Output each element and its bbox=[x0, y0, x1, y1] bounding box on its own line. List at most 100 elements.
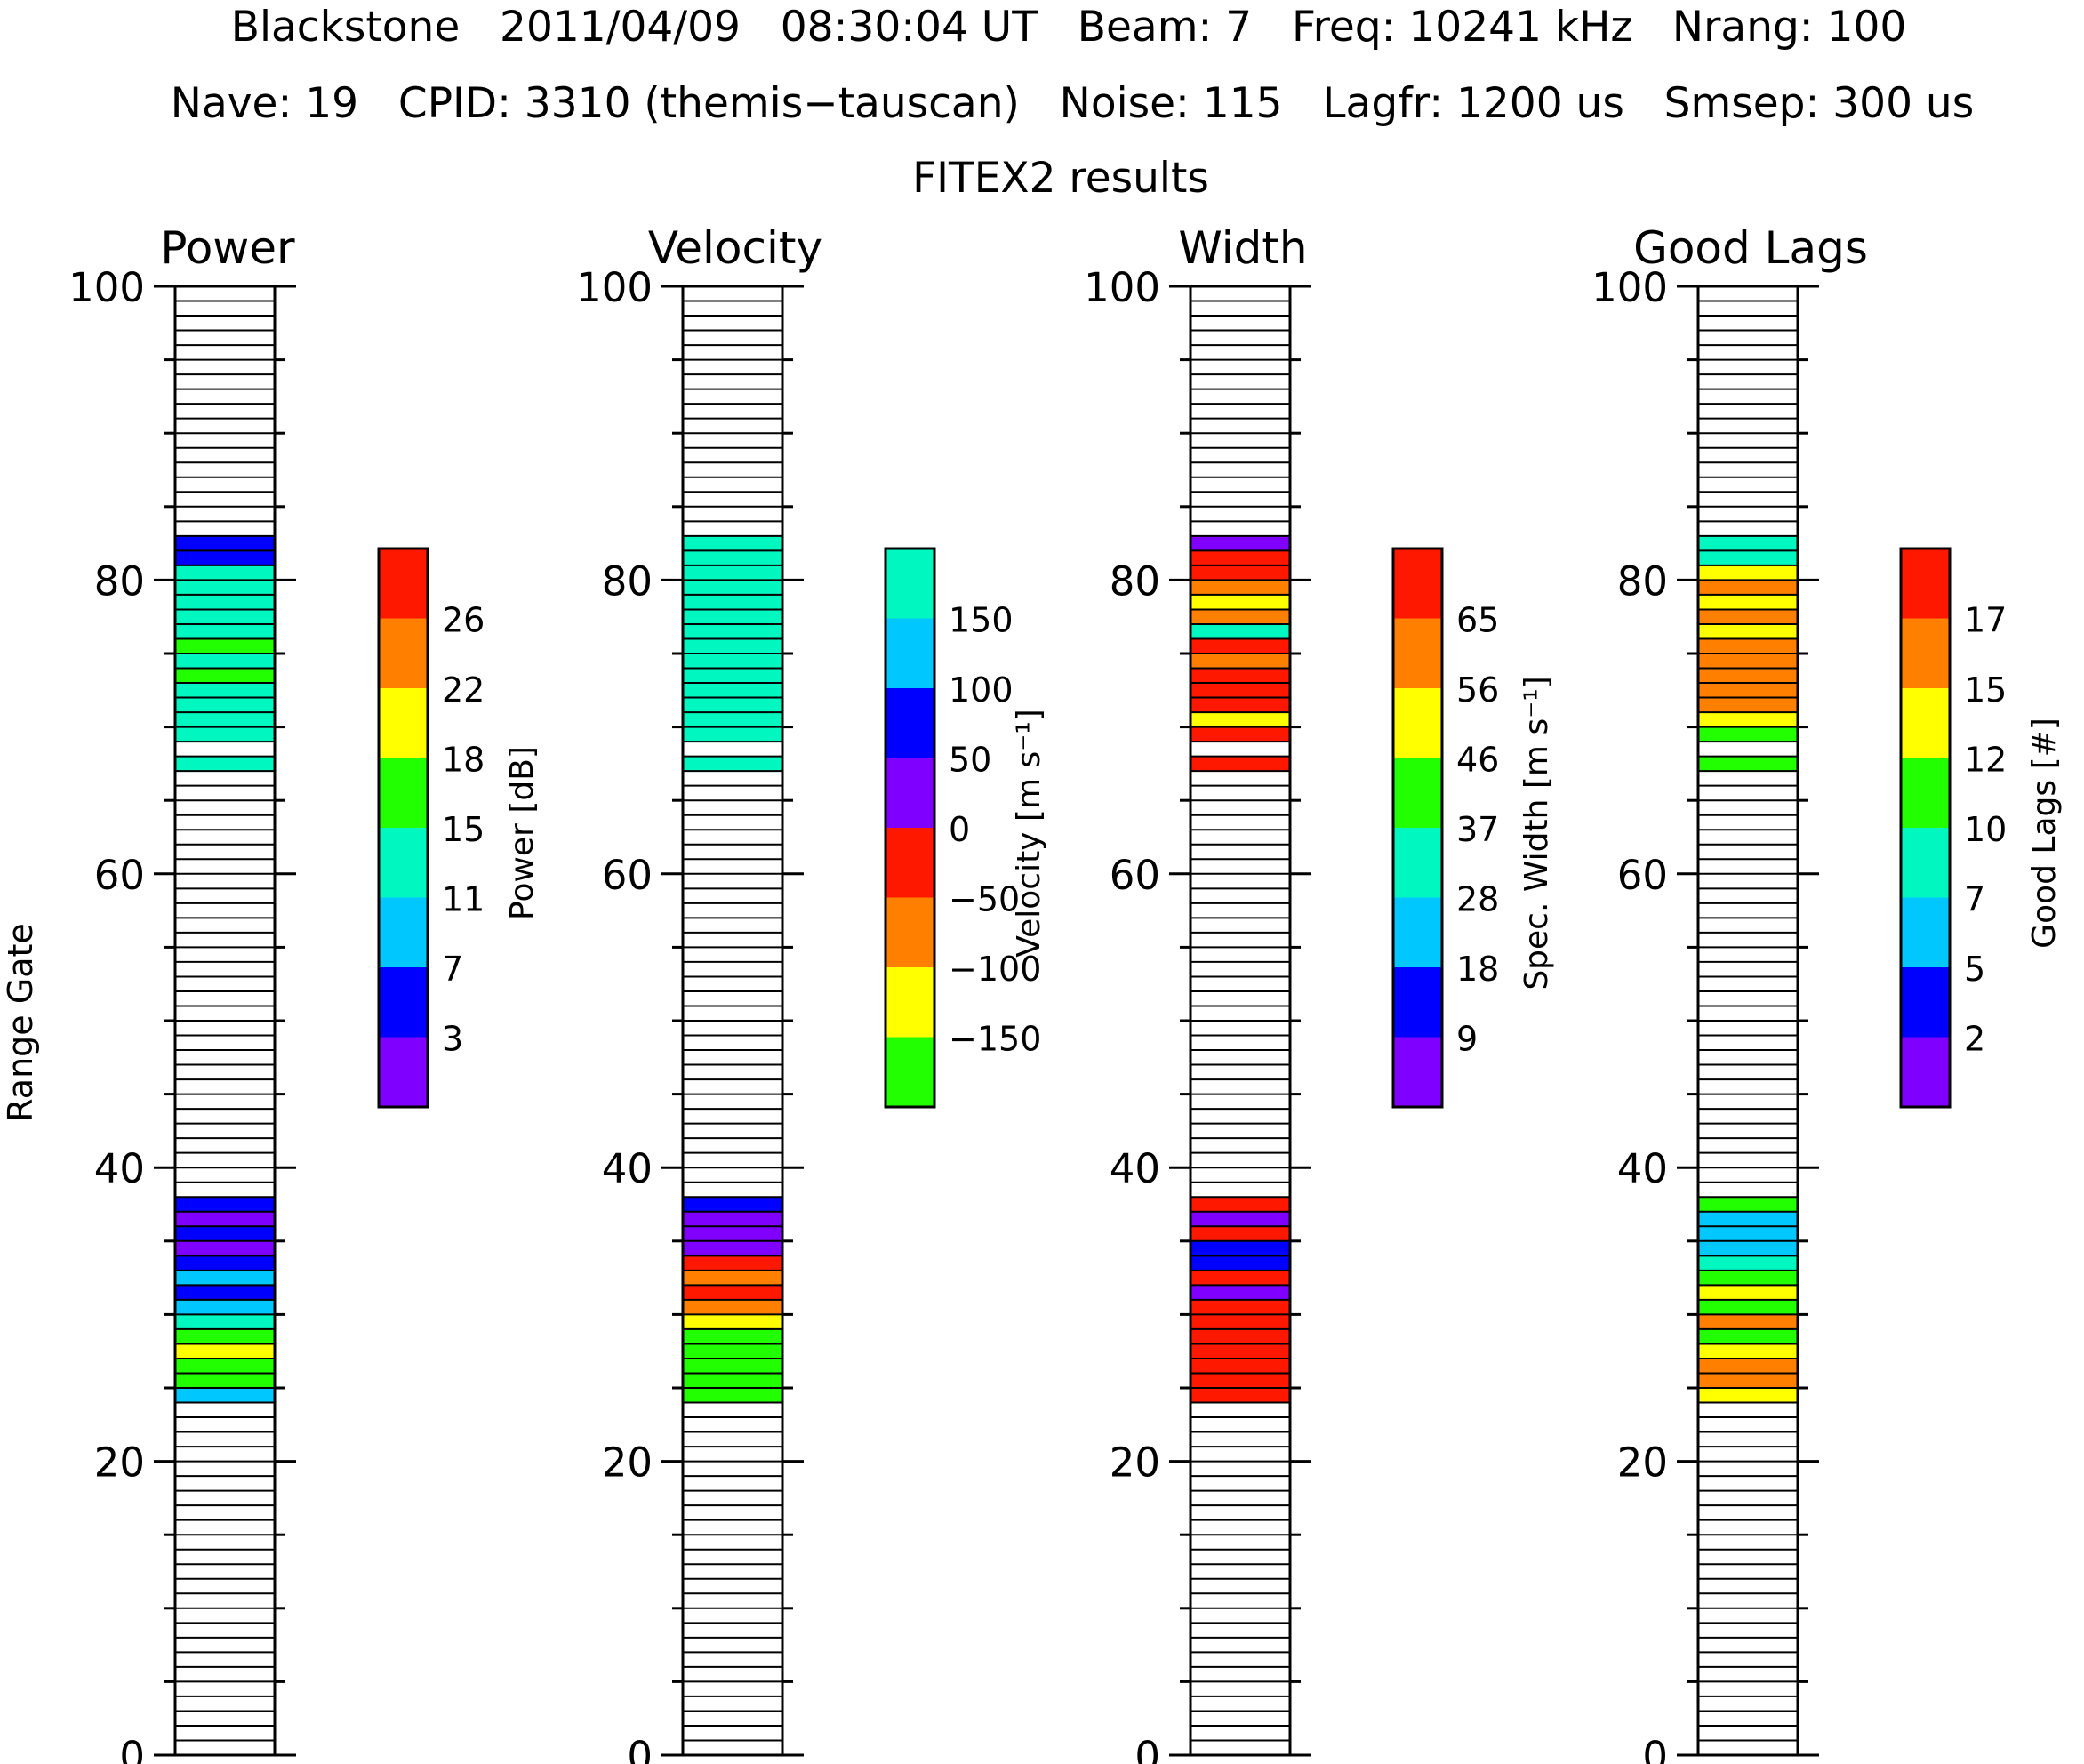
gate-cell bbox=[683, 1255, 782, 1271]
colorbar-segment bbox=[1393, 549, 1442, 619]
y-tick-label: 40 bbox=[1110, 1145, 1160, 1192]
gate-cell bbox=[1190, 535, 1290, 551]
gate-cell bbox=[175, 1255, 275, 1271]
gate-cell bbox=[1698, 638, 1798, 653]
colorbar-segment bbox=[379, 618, 428, 688]
y-tick-label: 60 bbox=[1617, 852, 1668, 899]
colorbar-segment bbox=[886, 1037, 934, 1107]
y-tick-label: 40 bbox=[602, 1145, 653, 1192]
gate-cell bbox=[1190, 638, 1290, 653]
gate-cell bbox=[175, 1240, 275, 1256]
gate-cell bbox=[175, 653, 275, 669]
gate-cell bbox=[175, 565, 275, 581]
colorbar-segment bbox=[886, 549, 934, 619]
gate-cell bbox=[683, 653, 782, 669]
gate-cell bbox=[175, 1299, 275, 1315]
gate-cell bbox=[683, 1211, 782, 1227]
colorbar-tick-label: 26 bbox=[442, 601, 485, 640]
header-line-2: Nave: 19 CPID: 3310 (themis−tauscan) Noi… bbox=[171, 79, 1974, 128]
gate-cell bbox=[683, 565, 782, 581]
gate-cell bbox=[175, 623, 275, 639]
y-axis-label: Range Gate bbox=[1, 923, 40, 1122]
gate-cell bbox=[1190, 1211, 1290, 1227]
gate-cell bbox=[1698, 1314, 1798, 1329]
gate-cell bbox=[1698, 535, 1798, 551]
gate-cell bbox=[1698, 1226, 1798, 1241]
colorbar-segment bbox=[886, 618, 934, 688]
gate-cell bbox=[1698, 653, 1798, 669]
y-tick-label: 0 bbox=[1134, 1733, 1160, 1764]
gate-cell bbox=[1698, 1285, 1798, 1300]
gate-cell bbox=[683, 1388, 782, 1403]
y-tick-label: 0 bbox=[1642, 1733, 1668, 1764]
colorbar-frame bbox=[1899, 547, 1952, 1109]
gate-cell bbox=[1190, 565, 1290, 581]
gate-cell bbox=[175, 609, 275, 624]
gate-cell bbox=[1698, 1328, 1798, 1344]
y-tick-label: 80 bbox=[602, 557, 653, 605]
gate-cell bbox=[1190, 683, 1290, 698]
colorbar-tick-label: 17 bbox=[1964, 601, 2007, 640]
y-tick-label: 80 bbox=[1110, 557, 1160, 605]
colorbar-tick-label: 15 bbox=[1964, 670, 2007, 710]
colorbar-segment bbox=[886, 897, 934, 967]
gate-cell bbox=[683, 683, 782, 698]
colorbar-label: Good Lags [#] bbox=[2026, 718, 2063, 949]
y-tick-label: 0 bbox=[627, 1733, 653, 1764]
gate-cell bbox=[683, 726, 782, 742]
colorbar-segment bbox=[1901, 967, 1950, 1038]
gate-cell bbox=[175, 1328, 275, 1344]
gate-cell bbox=[1698, 1373, 1798, 1388]
colorbar-segment bbox=[379, 897, 428, 967]
gate-cell bbox=[683, 594, 782, 610]
gate-cell bbox=[1698, 1255, 1798, 1271]
colorbar-tick-label: 10 bbox=[1964, 810, 2007, 849]
y-tick-label: 60 bbox=[94, 852, 145, 899]
gate-cell bbox=[683, 535, 782, 551]
gate-cell bbox=[1698, 712, 1798, 727]
gate-cell bbox=[1698, 550, 1798, 565]
gate-cell bbox=[1698, 1358, 1798, 1374]
gate-cell bbox=[1190, 1314, 1290, 1329]
y-tick-label: 100 bbox=[576, 264, 653, 311]
gate-cell bbox=[1190, 726, 1290, 742]
colorbar-tick-label: 15 bbox=[442, 810, 485, 849]
colorbar-tick-label: 12 bbox=[1964, 741, 2007, 780]
colorbar-segment bbox=[379, 688, 428, 758]
gate-cell bbox=[1698, 756, 1798, 772]
gate-cell bbox=[1190, 623, 1290, 639]
colorbar-label: Spec. Width [m s⁻¹] bbox=[1519, 676, 1555, 990]
y-tick-label: 20 bbox=[94, 1439, 145, 1487]
gate-cell bbox=[1698, 668, 1798, 684]
gate-cell bbox=[175, 683, 275, 698]
gate-cell bbox=[683, 1373, 782, 1388]
y-tick-label: 20 bbox=[602, 1439, 653, 1487]
y-tick-label: 60 bbox=[602, 852, 653, 899]
colorbar-tick-label: 50 bbox=[949, 741, 991, 780]
gate-cell bbox=[1698, 594, 1798, 610]
gate-cell bbox=[1190, 1388, 1290, 1403]
gate-cell bbox=[683, 550, 782, 565]
gate-cell bbox=[175, 697, 275, 713]
colorbar-segment bbox=[886, 758, 934, 828]
colorbar-segment bbox=[379, 1037, 428, 1107]
colorbar-tick-label: 0 bbox=[949, 810, 970, 849]
y-tick-label: 20 bbox=[1617, 1439, 1668, 1487]
gate-cell bbox=[1190, 609, 1290, 624]
colorbar-frame bbox=[377, 547, 429, 1109]
y-tick-label: 0 bbox=[119, 1733, 145, 1764]
y-tick-label: 100 bbox=[1084, 264, 1160, 311]
colorbar-tick-label: 7 bbox=[1964, 880, 1985, 919]
colorbar-segment bbox=[1901, 897, 1950, 967]
colorbar-segment bbox=[1901, 618, 1950, 688]
gate-cell bbox=[1698, 697, 1798, 713]
gate-cell bbox=[175, 1343, 275, 1359]
gate-cell bbox=[1190, 550, 1290, 565]
gate-cell bbox=[683, 1314, 782, 1329]
gate-cell bbox=[683, 756, 782, 772]
colorbar-tick-label: 46 bbox=[1456, 741, 1499, 780]
colorbar-label: Velocity [m s⁻¹] bbox=[1011, 709, 1047, 957]
gate-cell bbox=[175, 638, 275, 653]
y-tick-label: 80 bbox=[94, 557, 145, 605]
